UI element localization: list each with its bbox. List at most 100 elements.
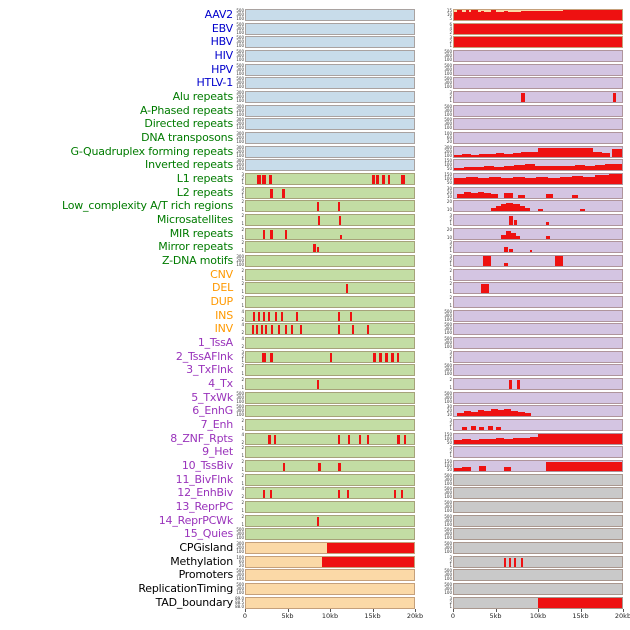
track-label: DNA transposons [141, 130, 233, 144]
y-tick-label: 100 [236, 261, 244, 267]
data-bar [497, 410, 505, 417]
data-bar [382, 174, 386, 184]
y-axis-left: 300 200 100 [233, 90, 245, 103]
data-bar [401, 174, 405, 184]
y-tick-label: 200 [236, 107, 244, 113]
data-bar [480, 10, 485, 20]
data-bar [514, 220, 517, 225]
y-tick-label: 300 [236, 531, 244, 537]
y-tick-label: 3 [449, 417, 452, 423]
y-tick-label: 2 [241, 494, 244, 500]
y-axis-left: 500 300 100 [233, 49, 245, 62]
data-bar [462, 154, 471, 157]
track-panel-left [245, 90, 415, 103]
y-tick-label: 2 [241, 240, 244, 246]
data-bar [496, 426, 502, 430]
track-panel-left [245, 583, 415, 596]
y-tick-label: 100 [236, 56, 244, 62]
data-bar [318, 216, 321, 225]
y-tick-label: 2 [449, 294, 452, 300]
track-label: 12_EnhBiv [177, 486, 233, 500]
x-tick-mark [495, 608, 497, 612]
track-panel-left [245, 186, 415, 199]
y-tick-label: 20 [446, 408, 452, 414]
y-tick-label: 100 [444, 398, 452, 404]
data-bar [454, 178, 466, 184]
data-bar [470, 154, 480, 157]
y-tick-label: 300 [444, 476, 452, 482]
y-axis-left: 100 60 20 [233, 554, 245, 568]
y-tick-label: 3 [449, 35, 452, 41]
data-bar [470, 193, 478, 198]
track-label: 14_ReprPCWk [158, 513, 233, 527]
track-label: AAV2 [204, 7, 234, 21]
data-bar [595, 165, 606, 171]
data-bar [256, 325, 259, 335]
y-tick-label: 500 [444, 472, 452, 478]
data-bar [490, 194, 498, 198]
data-bar [393, 489, 396, 499]
y-tick-label: 4 [241, 486, 244, 492]
track-label: TAD_boundary [155, 595, 234, 609]
x-tick-label: 5kb [281, 612, 294, 621]
y-tick-label: 1 [241, 234, 244, 240]
track-label: Directed repeats [144, 117, 233, 131]
data-bar [496, 438, 505, 444]
data-bar [546, 221, 549, 225]
y-tick-label: 200 [236, 162, 244, 168]
y-tick-label: 500 [444, 363, 452, 369]
y-axis-right: 500 300 100 [441, 323, 453, 335]
y-tick-label: 15 [446, 7, 452, 13]
y-tick-label: 1 [241, 248, 244, 254]
data-bar [490, 208, 496, 212]
y-axis-left: 500 300 100 [233, 77, 245, 89]
data-bar [376, 174, 379, 184]
y-tick-label: 300 [444, 312, 452, 318]
data-bar [268, 174, 272, 184]
track-label: 9_Het [202, 445, 233, 459]
track-label: Inverted repeats [145, 158, 233, 172]
y-tick-label: 500 [444, 568, 452, 574]
track-panel-left [245, 8, 415, 21]
track-row-15_Quies: 15_Quies 500 300 100 500 300 100 [0, 528, 630, 542]
data-bar [454, 167, 465, 171]
y-tick-label: 500 [444, 322, 452, 328]
y-tick-label: 100 [236, 70, 244, 76]
data-bar [337, 202, 340, 212]
data-bar [317, 247, 320, 253]
y-tick-label: 300 [444, 367, 452, 373]
track-panel-left [245, 391, 415, 404]
data-bar [391, 352, 394, 362]
data-bar [529, 249, 533, 253]
data-bar [372, 352, 376, 362]
data-bar [524, 207, 530, 212]
data-bar [477, 409, 485, 417]
data-bar [611, 148, 622, 157]
y-tick-label: 200 [236, 93, 244, 99]
track-label: 7_Enh [200, 417, 234, 431]
y-tick-label: 100 [444, 125, 452, 131]
data-bar [346, 489, 349, 499]
y-axis-right: 500 300 100 [441, 63, 453, 76]
track-label: 3_TxFlnk [186, 363, 233, 377]
track-label: 1_TssA [197, 335, 233, 349]
track-label: 6_EnhG [192, 404, 233, 418]
track-panel-left [245, 145, 415, 158]
track-panel-right [453, 487, 623, 500]
track-panel-right [453, 63, 623, 76]
track-row-Mirror repeats: Mirror repeats 2 1 3 2 1 [0, 240, 630, 254]
track-panel-left [245, 282, 415, 295]
y-tick-label: 2 [241, 417, 244, 423]
y-tick-label: 1 [449, 43, 452, 49]
y-tick-label: 500 [444, 76, 452, 82]
y-tick-label: 20 [446, 189, 452, 195]
y-tick-label: 100 [444, 162, 452, 168]
y-tick-label: 100 [236, 554, 244, 560]
y-tick-label: 500 [236, 390, 244, 396]
data-bar [484, 410, 491, 417]
track-panel-left [245, 596, 415, 609]
track-label: Low_complexity A/T rich regions [61, 199, 233, 213]
